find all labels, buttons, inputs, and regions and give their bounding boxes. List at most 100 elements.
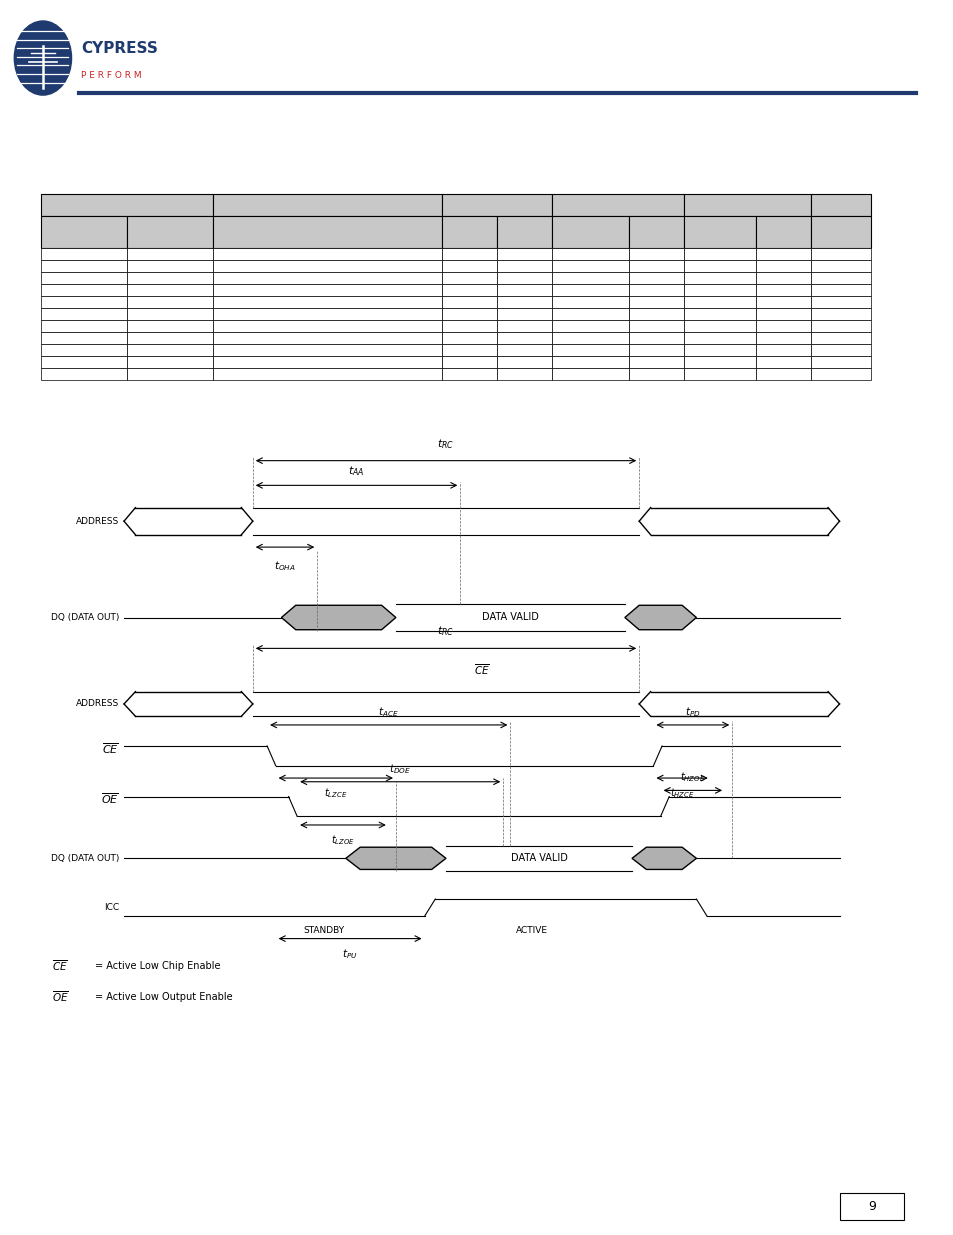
Text: ACTIVE: ACTIVE <box>516 926 547 935</box>
Bar <box>497 309 552 320</box>
Text: ICC: ICC <box>104 903 119 913</box>
Text: = Active Low Chip Enable: = Active Low Chip Enable <box>95 961 221 971</box>
Bar <box>41 309 127 320</box>
Bar <box>441 216 497 248</box>
Bar <box>127 261 213 272</box>
Text: $\overline{CE}$: $\overline{CE}$ <box>52 958 69 973</box>
Bar <box>497 284 552 296</box>
Bar <box>755 357 810 368</box>
Bar <box>213 368 441 380</box>
Bar <box>628 368 683 380</box>
Bar <box>683 332 755 345</box>
Bar <box>810 216 870 248</box>
Bar <box>213 216 441 248</box>
Bar <box>628 248 683 261</box>
Bar <box>810 248 870 261</box>
Text: STANDBY: STANDBY <box>303 926 345 935</box>
Bar <box>127 272 213 284</box>
Bar <box>41 296 127 309</box>
Bar <box>552 261 628 272</box>
Text: $t_{PD}$: $t_{PD}$ <box>684 705 700 719</box>
Text: $t_{ACE}$: $t_{ACE}$ <box>378 705 398 719</box>
Bar <box>497 368 552 380</box>
Bar <box>683 357 755 368</box>
Text: 9: 9 <box>867 1200 875 1213</box>
Text: $t_{RC}$: $t_{RC}$ <box>437 437 454 451</box>
Bar <box>552 194 683 216</box>
Bar <box>213 320 441 332</box>
Bar <box>213 332 441 345</box>
Bar <box>810 284 870 296</box>
Bar <box>683 284 755 296</box>
Bar <box>552 345 628 357</box>
Bar <box>441 345 497 357</box>
Bar <box>497 320 552 332</box>
Bar <box>552 248 628 261</box>
Bar <box>127 296 213 309</box>
Text: $t_{LZOE}$: $t_{LZOE}$ <box>331 834 355 847</box>
Polygon shape <box>624 605 696 630</box>
Bar <box>497 296 552 309</box>
Bar <box>810 345 870 357</box>
Bar <box>755 368 810 380</box>
Bar <box>441 284 497 296</box>
Bar <box>810 194 870 216</box>
Bar <box>683 248 755 261</box>
Text: $t_{LZCE}$: $t_{LZCE}$ <box>324 787 347 800</box>
Bar <box>441 368 497 380</box>
Bar <box>683 194 810 216</box>
Bar <box>683 272 755 284</box>
Text: ADDRESS: ADDRESS <box>76 699 119 709</box>
Bar <box>810 357 870 368</box>
Text: DATA VALID: DATA VALID <box>481 613 538 622</box>
Polygon shape <box>281 605 395 630</box>
Bar <box>41 357 127 368</box>
Bar <box>552 216 628 248</box>
Text: DQ (DATA OUT): DQ (DATA OUT) <box>51 853 119 863</box>
Bar <box>628 272 683 284</box>
Text: $\overline{OE}$: $\overline{OE}$ <box>52 989 70 1004</box>
Bar <box>755 216 810 248</box>
Text: $t_{DOE}$: $t_{DOE}$ <box>389 762 411 776</box>
Text: ADDRESS: ADDRESS <box>76 516 119 526</box>
Text: $t_{HZCE}$: $t_{HZCE}$ <box>669 787 694 800</box>
Bar <box>552 368 628 380</box>
Polygon shape <box>631 847 696 869</box>
Bar <box>810 320 870 332</box>
Bar <box>628 284 683 296</box>
Text: $\overline{CE}$: $\overline{CE}$ <box>102 741 119 756</box>
Bar <box>41 368 127 380</box>
Bar <box>683 309 755 320</box>
Bar <box>839 1193 903 1220</box>
Bar <box>810 368 870 380</box>
Bar <box>213 357 441 368</box>
Bar <box>441 248 497 261</box>
Bar <box>441 194 552 216</box>
Bar <box>213 296 441 309</box>
Text: $t_{AA}$: $t_{AA}$ <box>348 464 364 478</box>
Bar <box>552 309 628 320</box>
Bar <box>213 261 441 272</box>
Bar <box>628 309 683 320</box>
Bar <box>755 309 810 320</box>
Bar <box>213 272 441 284</box>
Bar <box>127 309 213 320</box>
Bar <box>810 261 870 272</box>
Bar <box>552 332 628 345</box>
Bar <box>683 345 755 357</box>
Bar <box>552 320 628 332</box>
Text: DQ (DATA OUT): DQ (DATA OUT) <box>51 613 119 622</box>
Polygon shape <box>345 847 445 869</box>
Bar <box>755 261 810 272</box>
Bar <box>683 216 755 248</box>
Bar <box>497 216 552 248</box>
Bar <box>755 248 810 261</box>
Bar <box>441 332 497 345</box>
Text: $t_{HZOE}$: $t_{HZOE}$ <box>679 771 704 784</box>
Bar <box>628 216 683 248</box>
Bar <box>41 194 213 216</box>
Bar <box>683 320 755 332</box>
Bar <box>628 296 683 309</box>
Bar <box>41 272 127 284</box>
Bar <box>755 332 810 345</box>
